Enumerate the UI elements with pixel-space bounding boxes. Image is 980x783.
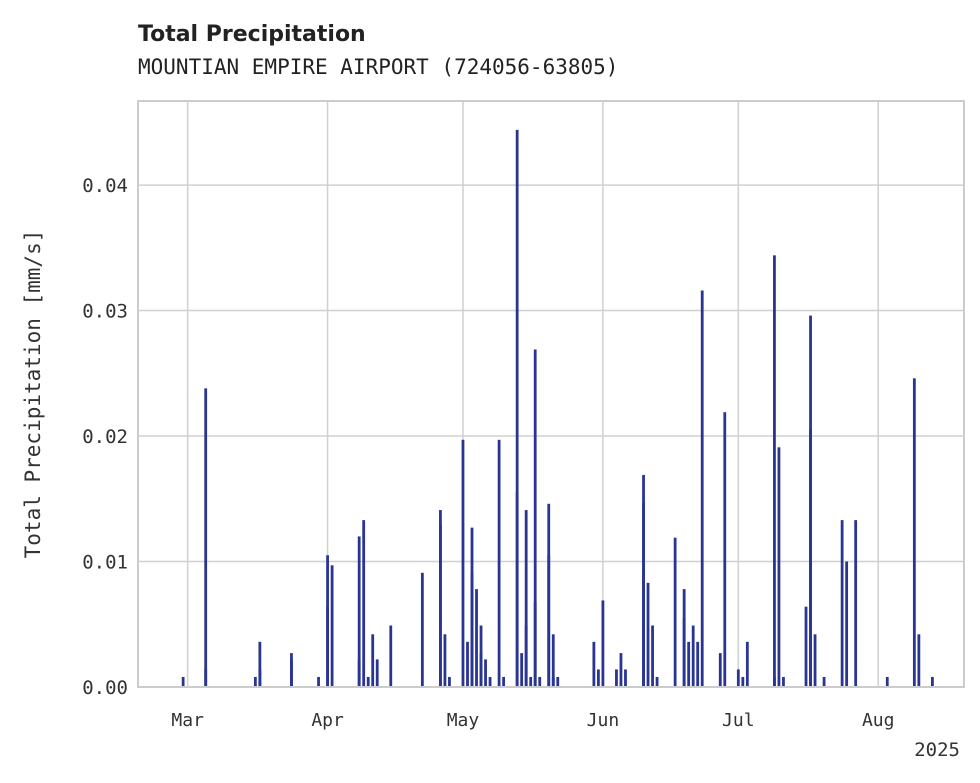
precip-bar xyxy=(497,439,501,687)
precip-bar xyxy=(479,653,483,687)
precip-bar xyxy=(673,537,677,687)
chart-title: Total Precipitation xyxy=(138,22,366,47)
grid xyxy=(138,101,964,688)
y-tick-label: 0.01 xyxy=(82,552,128,574)
precip-bar xyxy=(917,634,921,687)
precip-bar xyxy=(931,676,934,687)
chart-subtitle: MOUNTIAN EMPIRE AIRPORT (724056-63805) xyxy=(138,55,618,79)
precip-bar xyxy=(317,676,320,687)
precip-bar xyxy=(813,634,817,687)
precip-bar xyxy=(619,653,623,687)
precip-bar xyxy=(502,676,506,687)
precip-bar xyxy=(601,600,605,687)
precip-bar xyxy=(682,617,686,687)
x-tick-label: Mar xyxy=(171,710,204,731)
precip-bar xyxy=(822,676,826,687)
precip-bar xyxy=(741,676,745,687)
precip-bar xyxy=(745,641,749,687)
precip-bar xyxy=(524,625,528,687)
precip-bar xyxy=(624,669,627,687)
y-tick-label: 0.03 xyxy=(82,301,128,323)
precip-bar xyxy=(439,525,442,687)
precip-bar xyxy=(529,676,533,687)
precip-bar xyxy=(777,447,781,687)
precip-bar xyxy=(375,659,379,687)
precip-bar xyxy=(687,641,691,687)
precip-bar xyxy=(885,676,889,687)
precip-bar xyxy=(461,439,465,687)
x-tick-label: Aug xyxy=(862,710,895,731)
precip-bar xyxy=(362,520,366,687)
precip-bar xyxy=(290,653,293,687)
precip-bar xyxy=(592,641,596,687)
precip-bar xyxy=(804,606,808,687)
precip-bar xyxy=(448,676,451,687)
precip-bar xyxy=(484,659,487,687)
precip-bar xyxy=(718,653,722,687)
x-year-label: 2025 xyxy=(914,739,960,761)
precip-bar xyxy=(204,388,208,687)
precip-bar xyxy=(389,625,393,687)
precip-bar xyxy=(538,676,542,687)
plot-frame xyxy=(137,100,965,688)
precip-bar xyxy=(840,520,844,687)
precip-bar xyxy=(696,641,700,687)
precip-bar xyxy=(420,572,424,687)
precip-bar xyxy=(475,589,478,687)
precip-bar xyxy=(258,641,262,687)
precip-bar xyxy=(615,669,618,687)
precip-bar xyxy=(691,625,695,687)
precip-bar xyxy=(773,255,776,687)
precip-bar xyxy=(524,510,528,687)
precip-bar xyxy=(371,634,375,687)
precip-bar xyxy=(854,520,858,687)
precip-bar xyxy=(596,669,600,687)
y-axis-label: Total Precipitation [mm/s] xyxy=(21,230,45,559)
precip-bar xyxy=(655,676,659,687)
precip-bar xyxy=(533,349,537,687)
x-tick-label: Jul xyxy=(722,710,755,731)
x-tick-label: May xyxy=(447,710,480,731)
precip-bar xyxy=(646,582,650,687)
precip-bar xyxy=(181,676,185,687)
precip-bar xyxy=(253,676,257,687)
precip-bar xyxy=(488,676,492,687)
precip-bar xyxy=(556,676,560,687)
precip-bar xyxy=(466,641,469,687)
precip-bar xyxy=(515,129,519,688)
x-tick-label: Apr xyxy=(311,710,344,731)
x-tick-labels: Mar Apr May Jun Jul Aug xyxy=(171,710,894,731)
precip-bar xyxy=(366,676,370,687)
precip-bar xyxy=(651,625,654,687)
precip-bar xyxy=(326,555,329,687)
x-tick-label: Jun xyxy=(587,710,620,731)
precip-bar xyxy=(330,565,334,687)
y-tick-labels: 0.00 0.01 0.02 0.03 0.04 xyxy=(82,175,128,699)
precip-bar xyxy=(723,412,727,687)
precip-bar xyxy=(700,290,704,687)
y-tick-label: 0.00 xyxy=(82,677,128,699)
precip-bar xyxy=(845,561,849,687)
precip-bar xyxy=(547,555,551,687)
precip-bar xyxy=(443,634,447,687)
precip-bar xyxy=(470,572,474,687)
precip-bar xyxy=(357,536,361,687)
precip-bar xyxy=(520,653,524,687)
precip-bar xyxy=(912,378,916,687)
precip-bar xyxy=(809,429,812,687)
bars xyxy=(181,129,934,688)
precip-bar xyxy=(736,669,740,687)
precip-bar xyxy=(551,634,555,687)
y-tick-label: 0.02 xyxy=(82,426,128,448)
precip-bar xyxy=(204,669,208,687)
precip-bar xyxy=(551,676,555,687)
y-tick-label: 0.04 xyxy=(82,175,128,197)
precip-bar xyxy=(782,676,785,687)
precip-bar xyxy=(642,502,645,687)
